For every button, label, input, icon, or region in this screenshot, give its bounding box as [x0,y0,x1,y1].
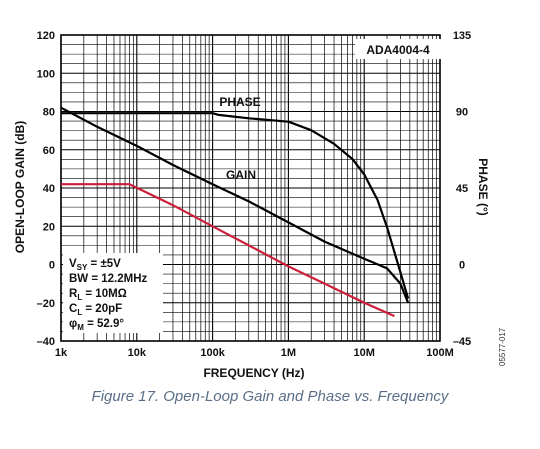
condition-line: VSY = ±5V [69,258,121,272]
tick-labels: 1k 10k 100k 1M 10M 100M 120 100 80 60 40 20 0 –20 –40 1… [37,30,472,359]
y-tick-label-left: 100 [37,68,55,80]
title-box: ADA4004-4 [355,39,441,59]
y-tick-label-left: 0 [49,260,55,272]
x-tick-label: 1k [55,347,68,359]
y-axis-label-right: PHASE (°) [476,158,490,215]
condition-line: φM = 52.9° [69,318,124,332]
series-line-red-2 [61,183,395,318]
y-tick-label-left: 40 [43,183,55,195]
figure-caption: Figure 17. Open-Loop Gain and Phase vs. … [91,388,449,405]
x-tick-label: 10M [353,347,374,359]
y-axis-label-left: OPEN-LOOP GAIN (dB) [13,121,27,253]
y-tick-label-right: 0 [459,260,465,272]
x-tick-label: 100k [200,347,225,359]
y-tick-label-left: 120 [37,30,55,42]
y-tick-label-left: 20 [43,221,55,233]
gain-annotation: GAIN [226,168,256,182]
y-tick-label-right: 135 [453,30,471,42]
y-tick-label-left: –40 [37,336,55,348]
x-tick-label: 1M [281,347,296,359]
x-tick-label: 10k [128,347,147,359]
title-box-text: ADA4004-4 [366,43,430,57]
series-line-phase [61,112,410,299]
grid [60,34,440,342]
plot-frame [60,34,441,342]
y-tick-label-right: 45 [456,183,468,195]
y-tick-label-right: –45 [453,336,471,348]
x-tick-label: 100M [426,347,454,359]
condition-line: CL = 20pF [69,303,122,317]
y-tick-label-left: –20 [37,298,55,310]
series-layer [60,106,410,318]
series-line-gain [60,106,410,304]
condition-line: BW = 12.2MHz [69,273,148,285]
condition-line: RL = 10MΩ [69,288,127,302]
x-axis-label: FREQUENCY (Hz) [203,366,304,380]
y-tick-label-right: 90 [456,107,468,119]
y-tick-label-left: 60 [43,145,55,157]
figure-code: 05577-017 [498,327,507,366]
y-tick-label-left: 80 [43,107,55,119]
phase-annotation: PHASE [219,95,260,109]
